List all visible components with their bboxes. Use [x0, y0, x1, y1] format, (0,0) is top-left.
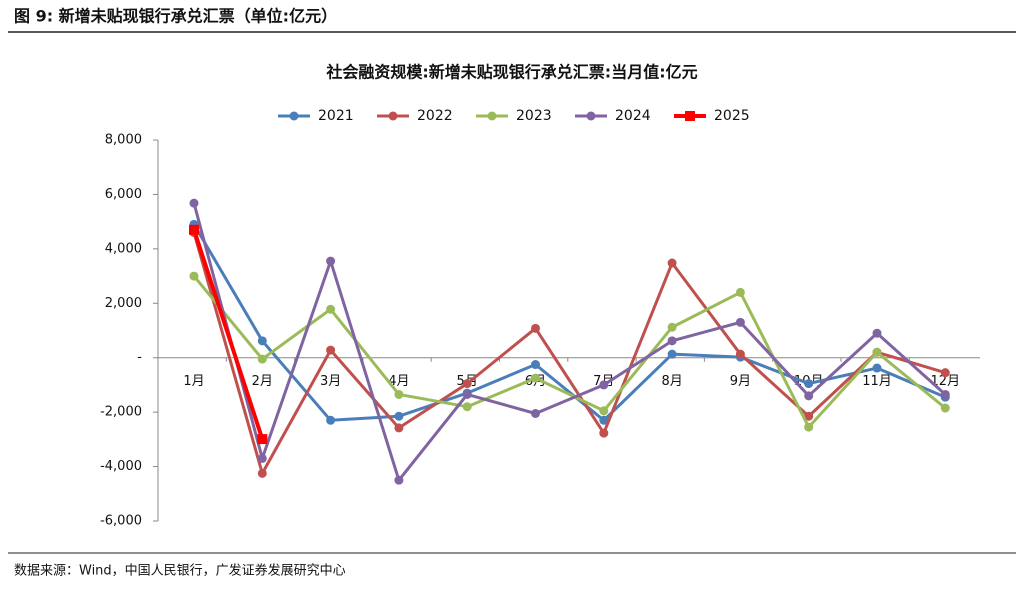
data-point	[462, 389, 472, 399]
data-point	[257, 468, 267, 478]
data-point	[326, 415, 336, 425]
data-point	[257, 453, 267, 463]
data-point	[599, 406, 609, 416]
legend-marker	[487, 111, 497, 121]
data-point	[462, 402, 472, 412]
data-point	[940, 403, 950, 413]
figure-title: 图 9: 新增未贴现银行承兑汇票（单位:亿元）	[14, 7, 337, 26]
data-point	[872, 363, 882, 373]
data-point	[940, 389, 950, 399]
legend-marker	[586, 111, 596, 121]
y-tick-label: 6,000	[105, 187, 142, 202]
data-point	[599, 415, 609, 425]
data-point	[326, 304, 336, 314]
y-tick-label: -4,000	[100, 459, 142, 474]
data-point	[667, 349, 677, 359]
data-point	[257, 354, 267, 364]
series-line	[192, 275, 947, 429]
series-line	[192, 232, 946, 475]
data-point	[599, 380, 609, 390]
legend-label: 2023	[516, 108, 552, 124]
legend-marker	[388, 111, 398, 121]
data-point	[257, 434, 268, 445]
data-point	[804, 379, 814, 389]
data-point	[735, 317, 745, 327]
data-point	[189, 198, 199, 208]
series-line	[192, 223, 946, 422]
y-tick-label: -2,000	[100, 405, 142, 420]
data-point	[189, 271, 199, 281]
source-note: 数据来源：Wind，中国人民银行，广发证券发展研究中心	[14, 563, 346, 579]
data-point	[531, 360, 540, 370]
data-point	[531, 409, 540, 419]
data-point	[326, 256, 336, 266]
data-point	[804, 411, 814, 421]
x-tick-label: 8月	[661, 374, 682, 389]
x-tick-label: 9月	[730, 374, 751, 389]
y-tick-label: 8,000	[105, 133, 142, 148]
data-point	[257, 336, 267, 346]
data-point	[804, 422, 814, 432]
x-tick-label: 1月	[183, 374, 204, 389]
y-tick-label: -	[137, 350, 142, 365]
y-tick-label: 2,000	[105, 296, 142, 311]
data-point	[189, 224, 199, 235]
data-point	[394, 423, 404, 433]
x-tick-label: 12月	[931, 374, 961, 389]
x-tick-label: 3月	[320, 374, 341, 389]
data-point	[531, 323, 540, 333]
y-tick-label: 4,000	[105, 241, 142, 256]
y-tick-label: -6,000	[100, 514, 142, 529]
data-point	[804, 391, 814, 401]
series-line	[192, 202, 947, 482]
data-point	[667, 322, 677, 332]
data-point	[940, 368, 950, 378]
data-point	[735, 287, 745, 297]
legend-label: 2024	[615, 108, 651, 124]
data-point	[326, 345, 336, 355]
data-point	[531, 373, 540, 383]
data-point	[394, 411, 404, 421]
legend-label: 2021	[318, 108, 354, 124]
legend-marker	[289, 111, 299, 121]
data-point	[394, 475, 404, 485]
legend-label: 2025	[714, 108, 750, 124]
legend-label: 2022	[417, 108, 453, 124]
series-line	[192, 229, 265, 440]
x-tick-label: 11月	[862, 374, 892, 389]
data-point	[462, 379, 472, 389]
data-point	[667, 336, 677, 346]
legend-marker	[685, 111, 695, 121]
data-point	[599, 428, 609, 438]
data-point	[872, 347, 882, 357]
data-point	[735, 349, 745, 359]
chart-title: 社会融资规模:新增未贴现银行承兑汇票:当月值:亿元	[325, 63, 697, 82]
data-point	[667, 258, 677, 268]
x-tick-label: 2月	[252, 374, 273, 389]
data-point	[872, 328, 882, 338]
data-point	[394, 389, 404, 399]
